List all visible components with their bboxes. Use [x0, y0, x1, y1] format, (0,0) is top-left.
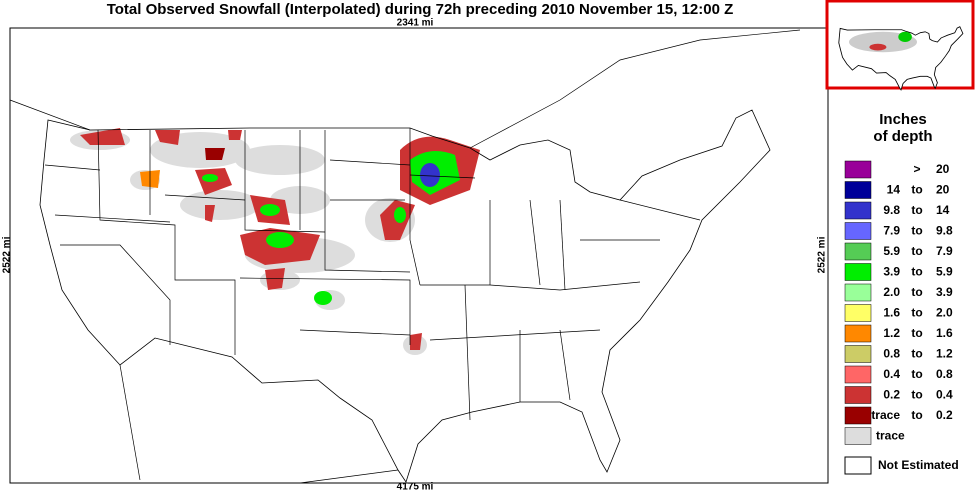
legend-low: 7.9 — [883, 224, 900, 238]
legend-low: 1.2 — [883, 326, 900, 340]
legend-swatch — [844, 222, 872, 240]
legend-high: 9.8 — [936, 224, 953, 238]
map-frame — [9, 27, 829, 484]
legend-swatch — [844, 304, 872, 322]
legend-swatch — [844, 365, 872, 384]
legend-high: 0.8 — [936, 367, 953, 381]
legend-low: trace — [876, 429, 905, 443]
legend-swatch — [844, 283, 872, 302]
scale-bottom: 4175 mi — [397, 482, 434, 490]
legend-low: 2.0 — [883, 285, 900, 299]
legend-swatch — [844, 345, 872, 363]
inset-map — [825, 0, 975, 91]
legend-low: trace — [871, 408, 900, 422]
legend-separator: to — [911, 347, 922, 361]
borders — [9, 29, 801, 484]
legend-low: 9.8 — [883, 203, 900, 217]
legend-separator: to — [911, 285, 922, 299]
legend-separator: to — [911, 306, 922, 320]
legend-low: 14 — [887, 183, 901, 197]
legend-separator: to — [911, 183, 922, 197]
legend-swatch — [844, 386, 872, 404]
map-title: Total Observed Snowfall (Interpolated) d… — [107, 1, 734, 18]
legend-low: 1.6 — [883, 306, 900, 320]
legend-label: Not Estimated — [878, 458, 959, 472]
legend-high: 0.2 — [936, 408, 953, 422]
legend-separator: to — [911, 388, 922, 402]
legend-high: 7.9 — [936, 244, 953, 258]
legend-swatch — [844, 201, 872, 220]
scale-top: 2341 mi — [397, 18, 434, 29]
legend-low: 3.9 — [883, 265, 900, 279]
legend: Inches of depth >20 14 to 20 9.8 to 14 7.9 to 9.8… — [844, 111, 959, 475]
legend-high: 0.4 — [936, 388, 953, 402]
legend-swatch — [844, 181, 872, 199]
state-lines — [44, 128, 701, 421]
legend-separator: to — [911, 203, 922, 217]
legend-swatch — [844, 406, 872, 425]
legend-low: 0.4 — [883, 367, 900, 381]
legend-swatch — [844, 160, 872, 179]
scale-left: 2522 mi — [2, 236, 13, 273]
legend-low: 5.9 — [883, 244, 900, 258]
legend-separator: to — [911, 244, 922, 258]
legend-high: 5.9 — [936, 265, 953, 279]
legend-swatch — [844, 324, 872, 343]
legend-high: 20 — [936, 162, 950, 176]
legend-swatch — [844, 263, 872, 281]
legend-separator: to — [911, 408, 922, 422]
snow-colored — [80, 128, 480, 350]
legend-separator: to — [911, 224, 922, 238]
legend-high: 2.0 — [936, 306, 953, 320]
legend-high: 14 — [936, 203, 950, 217]
legend-swatch — [844, 456, 872, 475]
legend-high: 20 — [936, 183, 950, 197]
legend-low: 0.2 — [883, 388, 900, 402]
legend-separator: to — [911, 326, 922, 340]
legend-title: Inches — [879, 111, 927, 128]
scale-right: 2522 mi — [817, 236, 828, 273]
legend-swatch — [844, 242, 872, 261]
legend-high: 3.9 — [936, 285, 953, 299]
map — [9, 29, 801, 484]
legend-title: of depth — [873, 128, 932, 145]
legend-low: 0.8 — [883, 347, 900, 361]
legend-high: 1.6 — [936, 326, 953, 340]
legend-high: 1.2 — [936, 347, 953, 361]
legend-separator: to — [911, 265, 922, 279]
legend-separator: to — [911, 367, 922, 381]
legend-swatch — [844, 427, 872, 445]
legend-operator: > — [913, 162, 920, 176]
